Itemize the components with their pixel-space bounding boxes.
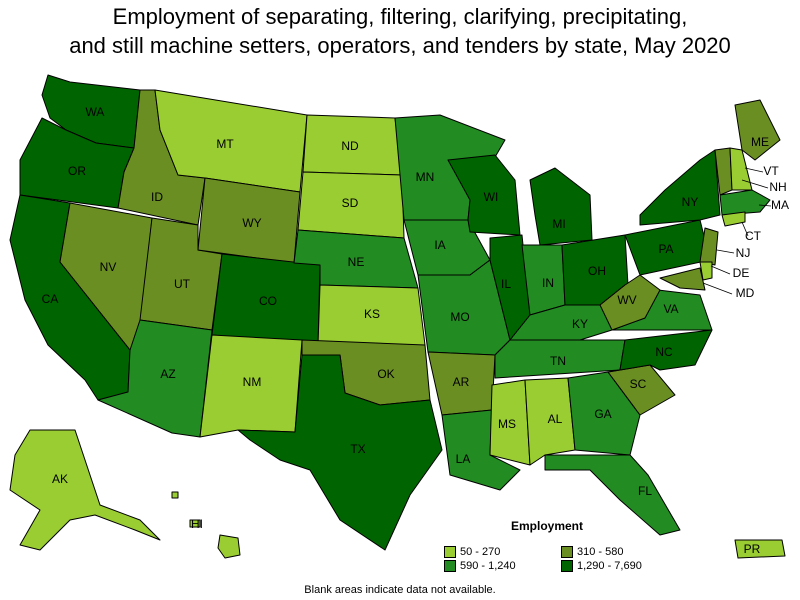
state-label-nd: ND [341, 139, 359, 153]
state-ak [9, 429, 161, 551]
state-label-sd: SD [342, 196, 359, 210]
legend-label-3: 310 - 580 [577, 546, 624, 558]
state-label-pa: PA [658, 242, 673, 256]
state-label-mt: MT [216, 137, 234, 151]
state-label-ks: KS [364, 307, 380, 321]
legend-swatch-2 [444, 560, 456, 572]
state-label-me: ME [751, 135, 769, 149]
state-label-ma: MA [771, 198, 789, 212]
state-label-wi: WI [484, 190, 499, 204]
state-label-co: CO [259, 294, 277, 308]
state-label-wa: WA [86, 105, 105, 119]
state-label-mi: MI [552, 217, 565, 231]
state-label-mn: MN [416, 170, 435, 184]
state-label-tn: TN [550, 354, 566, 368]
state-label-nh: NH [769, 180, 786, 194]
state-label-pr: PR [744, 542, 761, 556]
legend-label-1: 50 - 270 [460, 546, 501, 558]
state-label-va: VA [663, 302, 678, 316]
state-ct [721, 211, 746, 227]
state-label-nj: NJ [736, 246, 751, 260]
state-al [524, 377, 576, 466]
state-nc [607, 329, 713, 373]
legend-item-3: 310 - 580 [561, 546, 623, 558]
state-label-mo: MO [450, 310, 469, 324]
state-md [659, 267, 706, 291]
state-label-ny: NY [682, 195, 699, 209]
state-label-fl: FL [638, 484, 652, 498]
state-hi [171, 491, 241, 559]
legend-label-4: 1,290 - 7,690 [577, 560, 642, 572]
state-label-il: IL [501, 277, 511, 291]
title-line-1: Employment of separating, filtering, cla… [112, 4, 688, 29]
legend-swatch-4 [561, 560, 573, 572]
state-label-ia: IA [434, 238, 445, 252]
state-label-or: OR [68, 164, 86, 178]
state-tx [237, 354, 443, 551]
legend-item-1: 50 - 270 [444, 546, 500, 558]
state-label-ok: OK [377, 367, 394, 381]
state-label-de: DE [733, 266, 750, 280]
state-ny [639, 149, 721, 226]
state-fl [544, 454, 681, 536]
state-label-tx: TX [350, 442, 365, 456]
state-pr [734, 539, 786, 559]
state-wi [447, 154, 521, 236]
state-me [734, 99, 781, 161]
state-wv [599, 274, 661, 331]
legend-item-2: 590 - 1,240 [444, 560, 516, 572]
state-label-wv: WV [617, 293, 636, 307]
state-label-nv: NV [100, 260, 117, 274]
state-ga [567, 371, 641, 456]
legend-swatch-3 [561, 546, 573, 558]
state-nj [699, 227, 719, 266]
state-label-ga: GA [594, 407, 611, 421]
state-label-vt: VT [763, 164, 779, 178]
state-label-in: IN [542, 276, 554, 290]
state-label-ak: AK [52, 472, 68, 486]
state-label-nm: NM [243, 375, 262, 389]
state-label-ca: CA [42, 292, 59, 306]
state-label-ut: UT [174, 277, 191, 291]
state-label-id: ID [151, 190, 163, 204]
title-line-2: and still machine setters, operators, an… [69, 33, 731, 58]
state-label-ky: KY [572, 317, 588, 331]
map-title: Employment of separating, filtering, cla… [0, 2, 800, 60]
state-label-sc: SC [630, 377, 647, 391]
state-label-oh: OH [588, 264, 606, 278]
state-label-ms: MS [498, 417, 516, 431]
state-label-nc: NC [655, 345, 673, 359]
state-label-ne: NE [348, 255, 365, 269]
state-mi [529, 167, 593, 246]
footnote: Blank areas indicate data not available. [304, 584, 496, 596]
state-label-wy: WY [242, 216, 261, 230]
state-de [699, 261, 713, 281]
state-label-ct: CT [745, 229, 762, 243]
legend-item-4: 1,290 - 7,690 [561, 560, 642, 572]
legend-swatch-1 [444, 546, 456, 558]
state-label-al: AL [548, 412, 563, 426]
state-label-ar: AR [453, 375, 470, 389]
state-label-la: LA [456, 452, 471, 466]
legend-title: Employment [511, 519, 584, 533]
state-label-hi: HI [191, 517, 203, 531]
state-label-md: MD [736, 286, 755, 300]
legend-label-2: 590 - 1,240 [460, 560, 516, 572]
state-label-az: AZ [160, 367, 175, 381]
state-ma [719, 189, 771, 216]
